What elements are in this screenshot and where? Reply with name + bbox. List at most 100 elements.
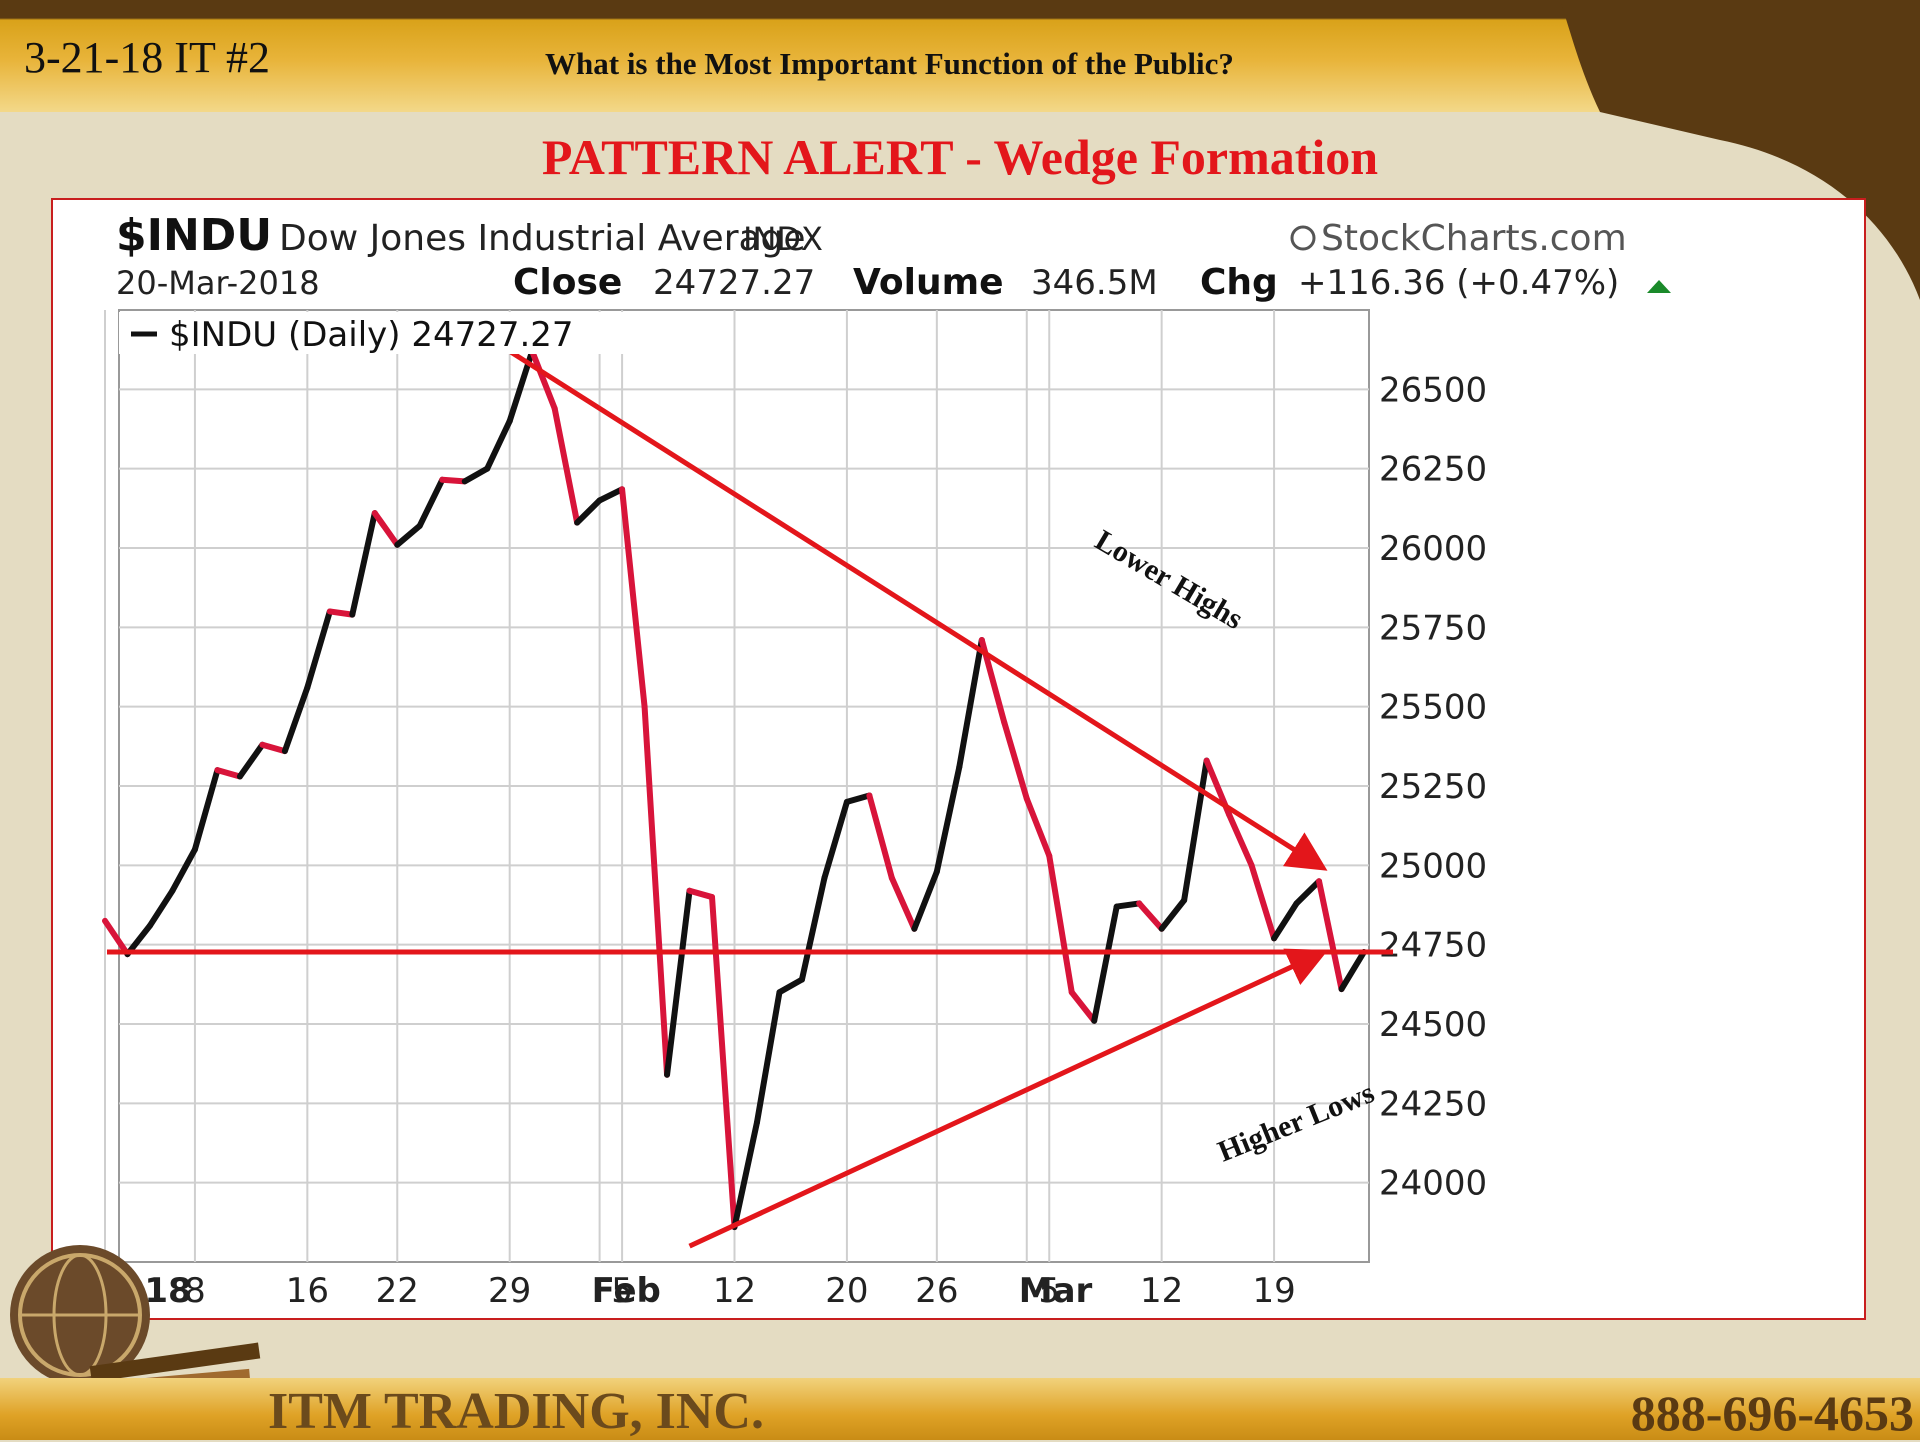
legend-background (119, 312, 659, 354)
price-segment (1158, 897, 1188, 932)
price-segment (866, 792, 895, 882)
y-tick-label: 25500 (1379, 688, 1487, 728)
price-segment (641, 703, 671, 1078)
price-segment (1023, 795, 1053, 859)
x-tick-label: 8 (184, 1271, 206, 1311)
x-tick-label: 26 (915, 1271, 958, 1311)
price-segment (461, 465, 491, 485)
footer-bar: ITM TRADING, INC. 888-696-4653 (0, 1378, 1920, 1441)
trend-line (688, 948, 1329, 1249)
price-segment (1001, 719, 1030, 802)
price-segment (619, 486, 648, 710)
price-segment (169, 846, 198, 894)
chart-date: 20-Mar-2018 (116, 264, 320, 302)
company-name: ITM TRADING, INC. (268, 1383, 764, 1440)
price-segment (1316, 878, 1345, 993)
price-segment (484, 418, 513, 472)
chart-exchange: INDX (743, 220, 823, 258)
price-segment (551, 405, 581, 526)
price-segment (259, 741, 288, 755)
chg-label: Chg (1200, 262, 1278, 303)
price-segment (281, 684, 311, 755)
price-segment (102, 917, 131, 958)
plot-area: 24000 24250 24500 24750 25000 25250 25500 25750… (97, 309, 1487, 1311)
price-segment (731, 1119, 760, 1231)
y-tick-label: 24250 (1379, 1084, 1487, 1124)
y-tick-label: 24500 (1379, 1005, 1487, 1045)
y-tick-label: 26000 (1379, 529, 1487, 569)
price-segment (956, 637, 985, 770)
chart-frame: $INDU Dow Jones Industrial Average INDX … (51, 198, 1866, 1320)
copyright-icon (1290, 225, 1316, 251)
price-segment (1338, 948, 1367, 993)
price-segment (664, 887, 693, 1078)
price-segment (1068, 989, 1098, 1024)
trend-line (508, 349, 1328, 871)
y-tick-label: 26500 (1379, 370, 1487, 410)
decorative-swoosh (1560, 0, 1920, 300)
volume-label: Volume (853, 262, 1004, 303)
price-segment (843, 792, 873, 805)
up-arrow-icon (1647, 280, 1671, 293)
price-segment (394, 522, 423, 548)
price-segment (1046, 852, 1075, 996)
price-segment (191, 767, 221, 853)
chart-name: Dow Jones Industrial Average (279, 218, 806, 259)
price-segment (371, 510, 401, 548)
y-tick-label: 24000 (1379, 1164, 1487, 1204)
date-code: 3-21-18 IT #2 (24, 33, 271, 82)
price-segment (1113, 900, 1143, 910)
y-tick-label: 26250 (1379, 450, 1487, 490)
price-segment (1226, 811, 1255, 869)
chart-source: StockCharts.com (1321, 218, 1627, 259)
price-segment (1181, 757, 1210, 904)
phone-number: 888-696-4653 (1630, 1385, 1914, 1441)
price-segment (1248, 862, 1278, 942)
close-value: 24727.27 (653, 263, 815, 303)
y-tick-label: 25750 (1379, 608, 1487, 648)
price-segment (146, 887, 176, 929)
price-segment (326, 608, 356, 618)
price-segment (753, 989, 783, 1126)
price-segment (686, 887, 716, 901)
x-tick-label: 20 (825, 1271, 868, 1311)
price-segment (911, 868, 940, 932)
legend-label: $INDU (Daily) 24727.27 (169, 315, 574, 355)
x-tick-label: Feb (592, 1271, 661, 1311)
price-segment (124, 922, 153, 958)
price-segment (776, 976, 805, 996)
price-segment (1136, 900, 1165, 932)
price-segment (416, 476, 446, 529)
price-segment (821, 798, 850, 882)
price-segment (1271, 900, 1300, 942)
close-label: Close (513, 262, 622, 303)
chg-value: +116.36 (+0.47%) (1298, 263, 1619, 303)
price-segment (349, 510, 378, 618)
price-segment (933, 763, 963, 875)
x-tick-label: 5 (611, 1271, 633, 1311)
slide-title: What is the Most Important Function of t… (545, 46, 1234, 81)
price-segment (888, 875, 918, 932)
x-tick-label: 5 (1038, 1271, 1060, 1311)
chart-symbol: $INDU (116, 210, 272, 261)
x-tick-label: 22 (376, 1271, 419, 1311)
x-tick-label: 19 (1252, 1271, 1295, 1311)
price-segment (798, 875, 828, 983)
price-segment (596, 486, 626, 504)
x-tick-label: 29 (488, 1271, 531, 1311)
price-segment (1293, 878, 1323, 907)
price-segment (439, 476, 468, 485)
price-segment (304, 608, 333, 691)
x-tick-label: 12 (1140, 1271, 1183, 1311)
price-segment (529, 348, 558, 412)
x-tick-label: 12 (713, 1271, 756, 1311)
y-tick-label: 25250 (1379, 767, 1487, 807)
price-segment (1091, 903, 1120, 1024)
x-tick-label: Mar (1019, 1271, 1093, 1311)
price-chart: $INDU Dow Jones Industrial Average INDX … (97, 210, 1671, 1311)
y-tick-label: 25000 (1379, 846, 1487, 886)
y-tick-label: 24750 (1379, 926, 1487, 966)
legend: $INDU (Daily) 24727.27 (119, 312, 659, 355)
price-segment (214, 767, 243, 780)
price-segment (574, 497, 603, 526)
